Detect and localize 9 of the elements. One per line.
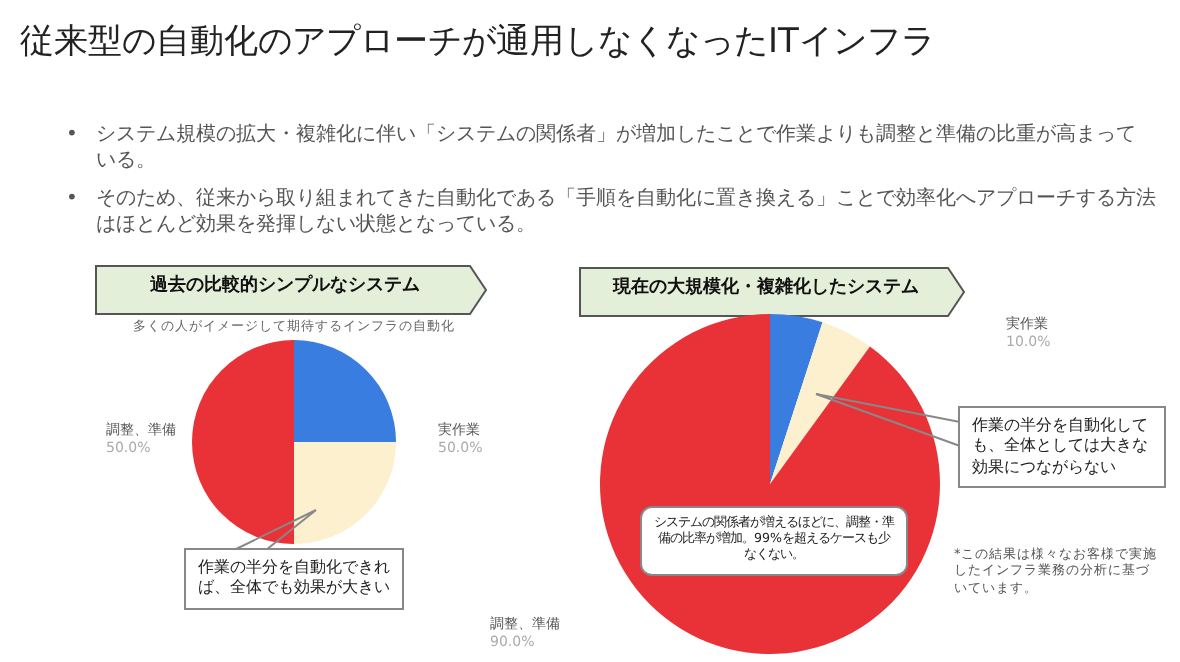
text: システム規模の拡大・複雑化に伴い「システムの関係者」が増加したことで作業よりも調整と準備の比重が高まっている。 — [96, 122, 1136, 174]
text: 従来型の自動化のアプローチが通用しなくなったITインフラ — [20, 20, 937, 65]
text: 作業の半分を自動化しても、全体としては大きな効果につながらない — [958, 406, 1166, 489]
chart-title: 過去の比較的シンプルなシステム — [148, 276, 422, 300]
text: • — [66, 186, 80, 212]
text: 作業の半分を自動化できれば、全体でも効果が大きい — [184, 548, 404, 610]
chart-title: 現在の大規模化・複雑化したシステム — [610, 278, 921, 302]
text: • — [66, 122, 80, 148]
text: そのため、従来から取り組まれてきた自動化である「手順を自動化に置き換える」ことで効率化へアプローチする方法はほとんど効果を発揮しない状態となっている。 — [96, 186, 1156, 238]
